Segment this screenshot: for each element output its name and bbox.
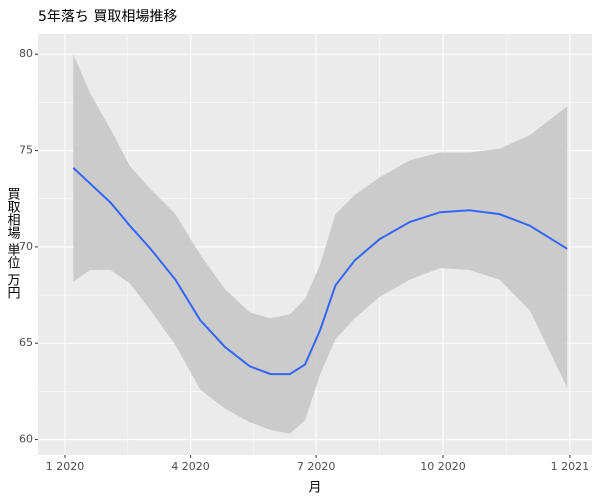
x-tick-label: 4 2020 [171, 460, 210, 473]
x-axis-title: 月 [308, 481, 321, 496]
y-tick-label: 80 [19, 47, 33, 60]
y-tick-label: 70 [19, 240, 33, 253]
y-tick-label: 75 [19, 144, 33, 157]
chart-title: 5年落ち 買取相場推移 [38, 9, 177, 25]
x-tick-label: 7 2020 [297, 460, 336, 473]
confidence-band [73, 54, 568, 434]
y-tick-label: 65 [19, 336, 33, 349]
x-tick-label: 1 2020 [46, 460, 85, 473]
y-tick-label: 60 [19, 433, 33, 446]
y-axis-title: 買取相場 単位 万円 [5, 187, 21, 300]
line [72, 167, 568, 376]
x-tick-label: 1 2021 [551, 460, 590, 473]
x-tick-label: 10 2020 [420, 460, 466, 473]
